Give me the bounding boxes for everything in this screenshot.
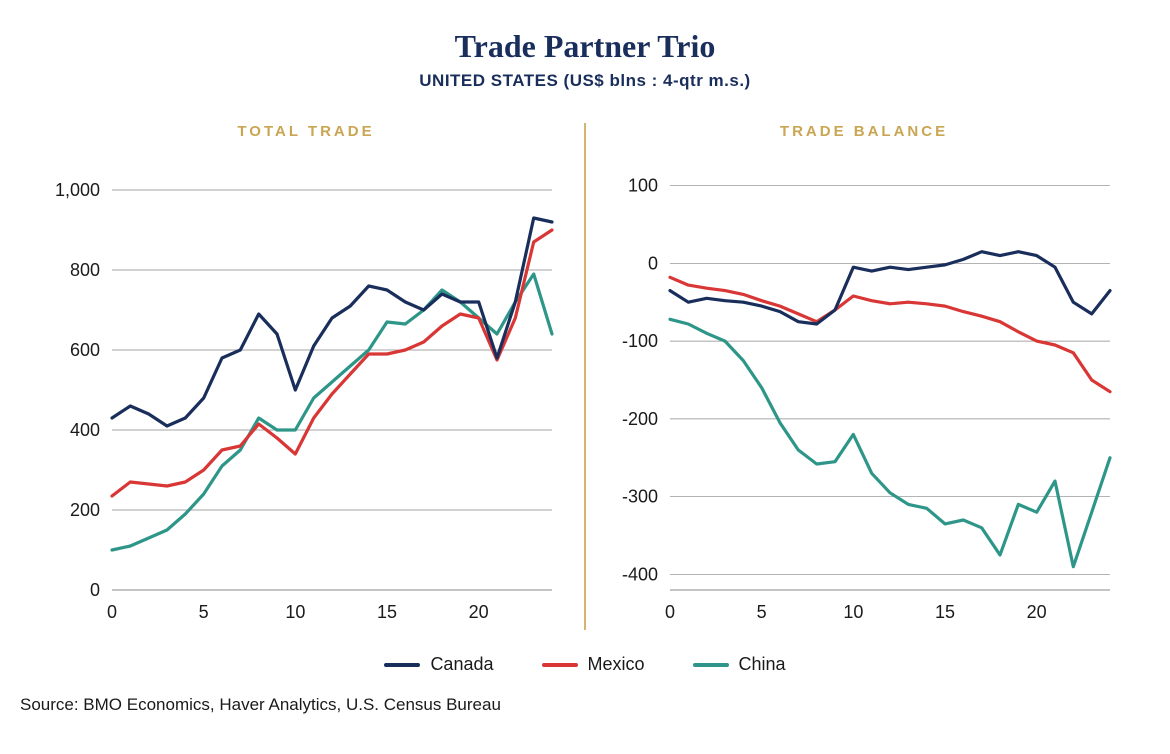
panel-divider: [584, 123, 586, 630]
svg-text:0: 0: [90, 580, 100, 600]
svg-text:20: 20: [469, 602, 489, 622]
chart-trade-balance: -400 -300 -200 -100 0 100 0 5 10 15 20: [598, 160, 1120, 630]
series-mexico: [670, 277, 1110, 391]
svg-text:5: 5: [757, 602, 767, 622]
svg-text:0: 0: [107, 602, 117, 622]
svg-text:10: 10: [843, 602, 863, 622]
svg-text:400: 400: [70, 420, 100, 440]
svg-text:-200: -200: [622, 409, 658, 429]
series-china: [112, 274, 552, 550]
page-title: Trade Partner Trio: [40, 28, 1130, 65]
svg-text:600: 600: [70, 340, 100, 360]
page-subtitle: UNITED STATES (US$ blns : 4-qtr m.s.): [40, 71, 1130, 91]
svg-text:-400: -400: [622, 564, 658, 584]
chart-title-left: TOTAL TRADE: [40, 123, 572, 140]
series-canada: [670, 252, 1110, 324]
legend: Canada Mexico China: [40, 654, 1130, 675]
legend-label-canada: Canada: [430, 654, 493, 675]
legend-item-canada: Canada: [384, 654, 493, 675]
svg-text:-100: -100: [622, 331, 658, 351]
svg-text:100: 100: [628, 176, 658, 196]
chart-panel-left: TOTAL TRADE 0 200 400 600 800 1,000 0 5 10 15 20: [40, 123, 572, 630]
source-text: Source: BMO Economics, Haver Analytics, …: [20, 695, 1130, 715]
svg-text:15: 15: [377, 602, 397, 622]
svg-text:5: 5: [199, 602, 209, 622]
legend-label-mexico: Mexico: [588, 654, 645, 675]
legend-swatch-canada: [384, 663, 420, 667]
svg-text:800: 800: [70, 260, 100, 280]
svg-text:-300: -300: [622, 487, 658, 507]
legend-item-china: China: [693, 654, 786, 675]
legend-swatch-mexico: [542, 663, 578, 667]
svg-text:200: 200: [70, 500, 100, 520]
svg-text:0: 0: [648, 253, 658, 273]
svg-text:10: 10: [285, 602, 305, 622]
chart-total-trade: 0 200 400 600 800 1,000 0 5 10 15 20: [40, 160, 562, 630]
chart-title-right: TRADE BALANCE: [598, 123, 1130, 140]
svg-text:0: 0: [665, 602, 675, 622]
legend-label-china: China: [739, 654, 786, 675]
legend-item-mexico: Mexico: [542, 654, 645, 675]
svg-text:1,000: 1,000: [55, 180, 100, 200]
series-china: [670, 319, 1110, 566]
svg-text:20: 20: [1027, 602, 1047, 622]
svg-text:15: 15: [935, 602, 955, 622]
chart-panel-right: TRADE BALANCE -400 -300 -200 -100 0 100 0 5 10 15…: [598, 123, 1130, 630]
charts-row: TOTAL TRADE 02004006008001,00005101520 T…: [40, 123, 1130, 630]
legend-swatch-china: [693, 663, 729, 667]
